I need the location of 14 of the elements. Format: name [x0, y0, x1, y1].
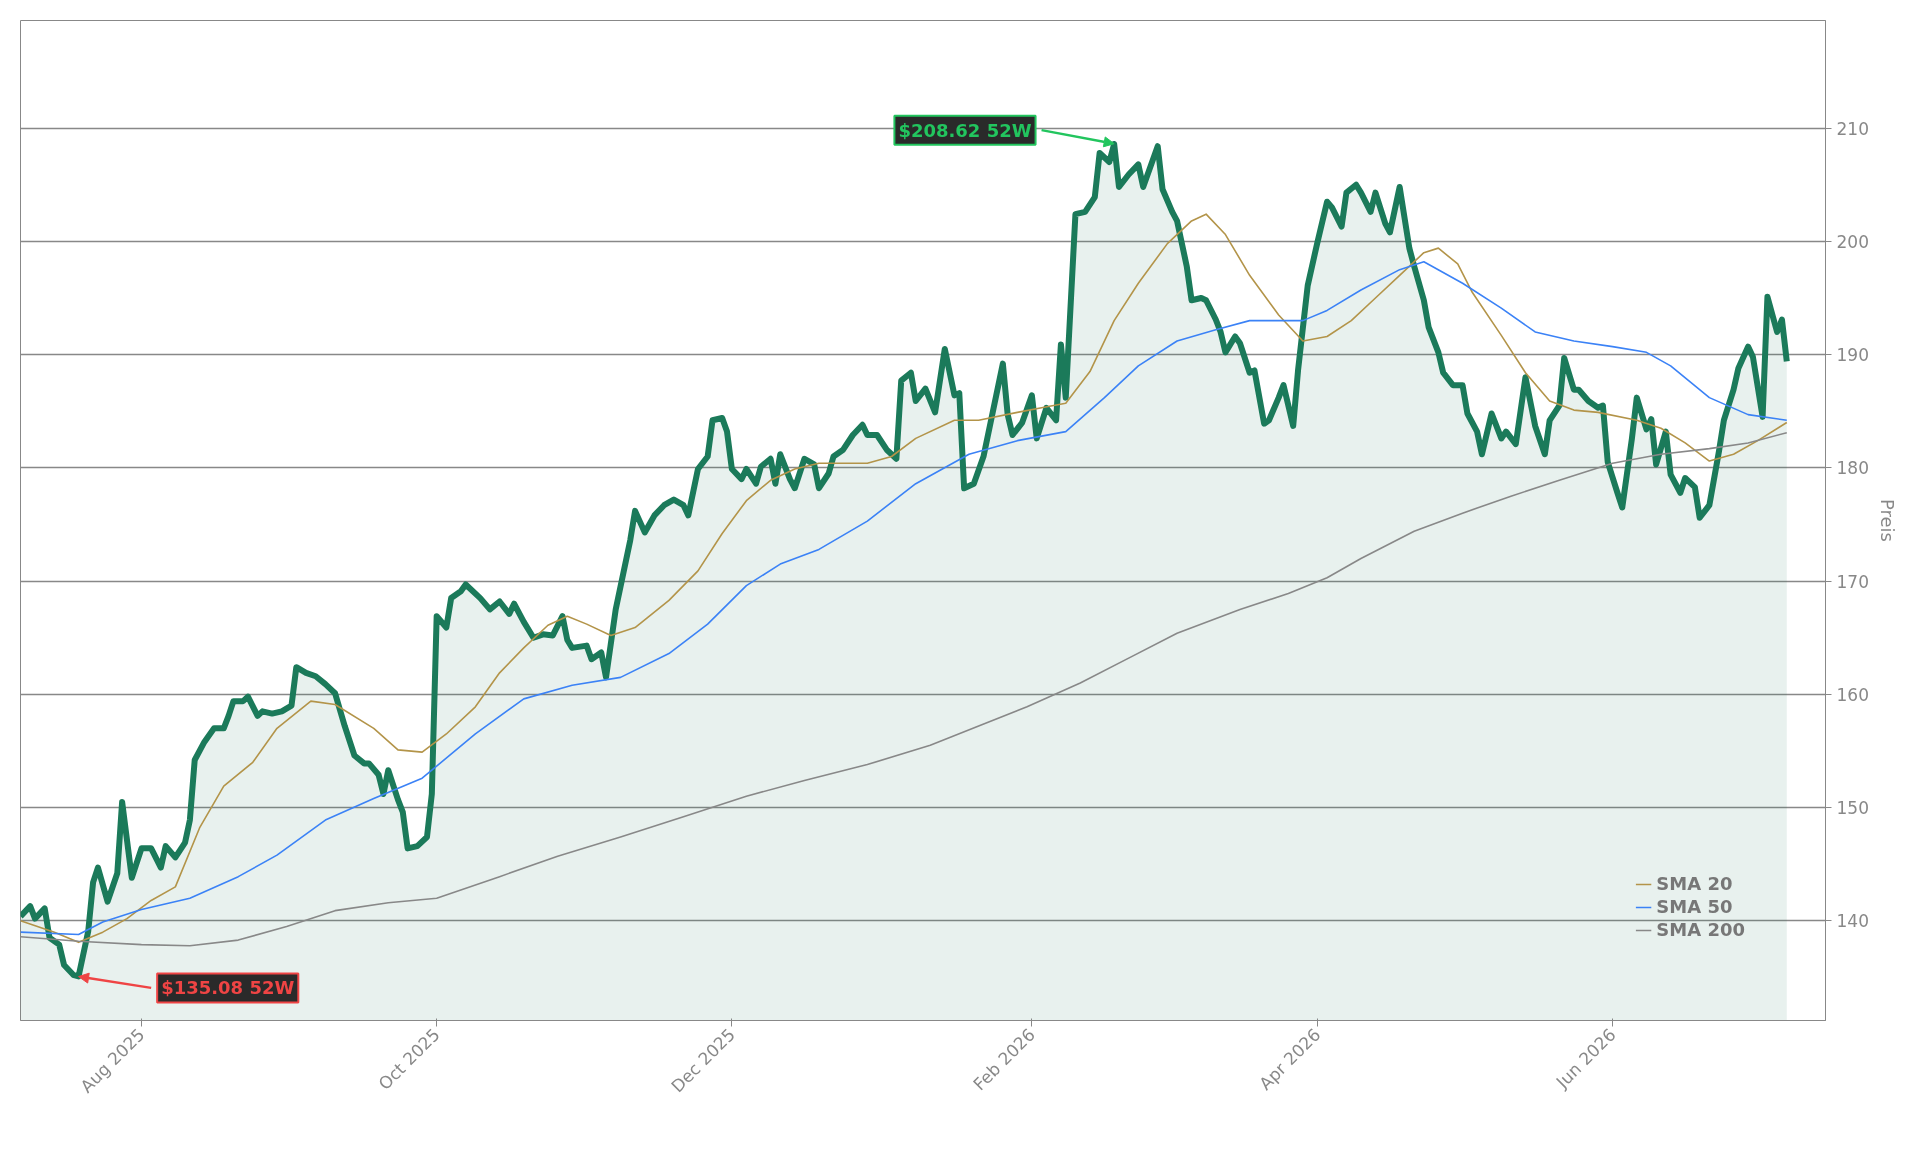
legend-label: SMA 50 [1656, 896, 1733, 917]
y-axis-title: Preis [1876, 499, 1898, 542]
y-tick-label: 200 [1836, 231, 1869, 252]
y-tick-label: 140 [1836, 911, 1869, 932]
legend-label: SMA 200 [1656, 919, 1745, 940]
y-tick-label: 190 [1836, 345, 1869, 366]
y-tick-label: 150 [1836, 798, 1869, 819]
y-tick-label: 180 [1836, 458, 1869, 479]
legend-label: SMA 20 [1656, 873, 1733, 894]
y-tick-label: 170 [1836, 571, 1869, 592]
annotation: $208.62 52W [898, 119, 1032, 141]
y-tick-label: 210 [1836, 118, 1869, 139]
annotation: $135.08 52W [161, 977, 295, 999]
y-tick-label: 160 [1836, 684, 1869, 705]
